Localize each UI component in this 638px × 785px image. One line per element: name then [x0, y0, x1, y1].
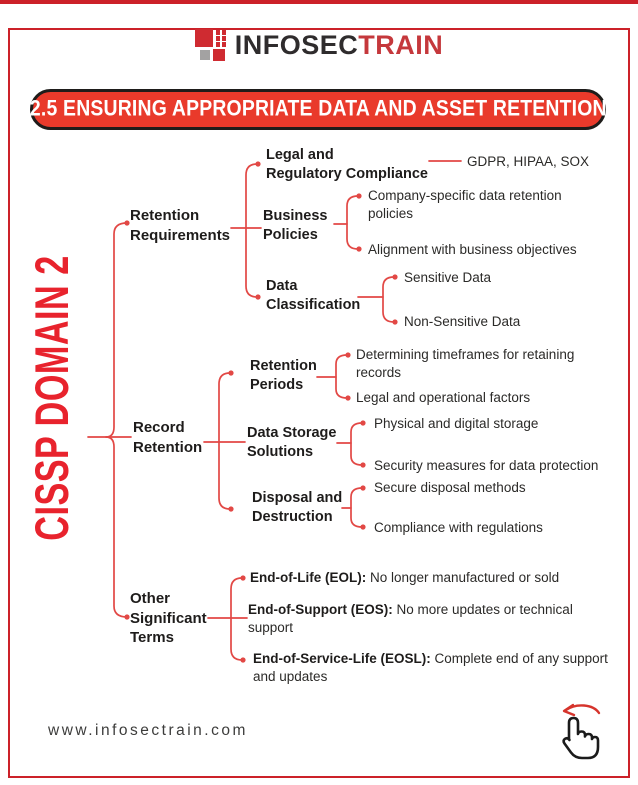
- leaf-non-sensitive-data: Non-Sensitive Data: [404, 314, 521, 329]
- section-title: 2.5 ENSURING APPROPRIATE DATA AND ASSET …: [29, 96, 607, 122]
- node-disposal-destruction: Disposal and Destruction: [252, 490, 343, 525]
- domain-side-title: CISSP DOMAIN 2: [24, 255, 79, 541]
- logo-wordmark: INFOSECTRAIN: [235, 32, 444, 59]
- node-legal-regulatory-compliance: Legal and Regulatory Compliance: [266, 147, 428, 182]
- term-eos: End-of-Support (EOS): No more updates or…: [248, 601, 608, 637]
- top-red-strip: [0, 0, 638, 4]
- term-eol-label: End-of-Life (EOL):: [250, 570, 367, 585]
- infosectrain-logo-icon: [194, 29, 227, 62]
- leaf-gdpr-hipaa-sox: GDPR, HIPAA, SOX: [467, 154, 590, 169]
- logo-text-train: TRAIN: [358, 30, 444, 60]
- leaf-company-specific-policies: Company-specific data retention policies: [368, 188, 562, 221]
- term-eos-label: End-of-Support (EOS):: [248, 602, 393, 617]
- term-eosl: End-of-Service-Life (EOSL): Complete end…: [253, 650, 613, 686]
- node-business-policies: Business Policies: [263, 208, 328, 243]
- leaf-compliance-regulations: Compliance with regulations: [374, 520, 543, 535]
- term-eol: End-of-Life (EOL): No longer manufacture…: [250, 569, 610, 587]
- swipe-left-hand-icon: [562, 703, 601, 760]
- term-eosl-desc: Complete end of any support and updates: [253, 651, 608, 684]
- leaf-sensitive-data: Sensitive Data: [404, 270, 492, 285]
- branch-retention-requirements: Retention Requirements: [130, 207, 231, 244]
- term-eosl-label: End-of-Service-Life (EOSL):: [253, 651, 431, 666]
- leaf-alignment-business-objectives: Alignment with business objectives: [368, 242, 577, 257]
- branch-other-significant-terms: Other Significant Terms: [130, 590, 207, 646]
- logo-text-infosec: INFOSEC: [234, 30, 359, 60]
- leaf-determining-timeframes: Determining timeframes for retaining rec…: [356, 347, 575, 380]
- leaf-legal-operational-factors: Legal and operational factors: [356, 390, 531, 405]
- leaf-physical-digital-storage: Physical and digital storage: [374, 416, 539, 431]
- node-retention-periods: Retention Periods: [250, 358, 317, 393]
- term-eos-desc: No more updates or technical support: [248, 602, 573, 635]
- node-data-classification: Data Classification: [266, 278, 361, 313]
- leaf-secure-disposal-methods: Secure disposal methods: [374, 480, 526, 495]
- term-eol-desc: No longer manufactured or sold: [366, 570, 560, 585]
- node-data-storage-solutions: Data Storage Solutions: [247, 425, 337, 460]
- header: INFOSECTRAIN: [0, 29, 638, 62]
- section-title-banner: 2.5 ENSURING APPROPRIATE DATA AND ASSET …: [30, 89, 606, 130]
- website-url: www.infosectrain.com: [48, 722, 248, 739]
- branch-record-retention: Record Retention: [133, 419, 203, 456]
- leaf-security-measures: Security measures for data protection: [374, 458, 599, 473]
